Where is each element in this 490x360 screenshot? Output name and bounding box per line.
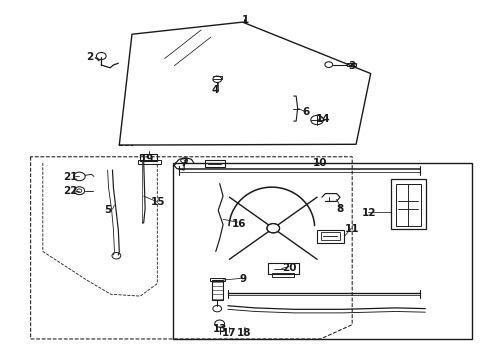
Text: 11: 11 [345,224,360,234]
Text: 13: 13 [212,324,227,334]
Text: 2: 2 [86,52,94,62]
Text: 3: 3 [348,62,356,71]
Bar [396,184,421,226]
Text: 17: 17 [222,328,237,338]
Text: 22: 22 [63,186,78,197]
Text: 6: 6 [302,107,310,117]
Circle shape [267,224,280,233]
Text: 7: 7 [180,158,188,168]
Bar [140,154,157,161]
Bar [269,263,298,274]
Text: 1: 1 [242,15,248,25]
Text: 14: 14 [316,113,330,123]
Text: 21: 21 [63,172,78,182]
Bar [138,160,161,164]
Text: 8: 8 [336,204,343,214]
Text: 20: 20 [283,262,297,273]
Bar [391,179,426,229]
Text: 5: 5 [104,205,111,215]
Bar [212,280,222,300]
Bar [272,273,294,277]
Text: 12: 12 [362,208,376,218]
Bar [173,163,471,339]
Bar [317,230,344,243]
Bar [210,278,224,281]
Bar [320,232,340,240]
Text: 18: 18 [237,328,251,338]
Text: 19: 19 [139,154,154,164]
Bar [347,63,356,66]
Text: 10: 10 [313,158,328,168]
Text: 16: 16 [232,219,246,229]
Text: 4: 4 [211,85,219,95]
Text: 9: 9 [239,274,246,284]
Bar [205,159,224,167]
Text: 15: 15 [151,197,166,207]
